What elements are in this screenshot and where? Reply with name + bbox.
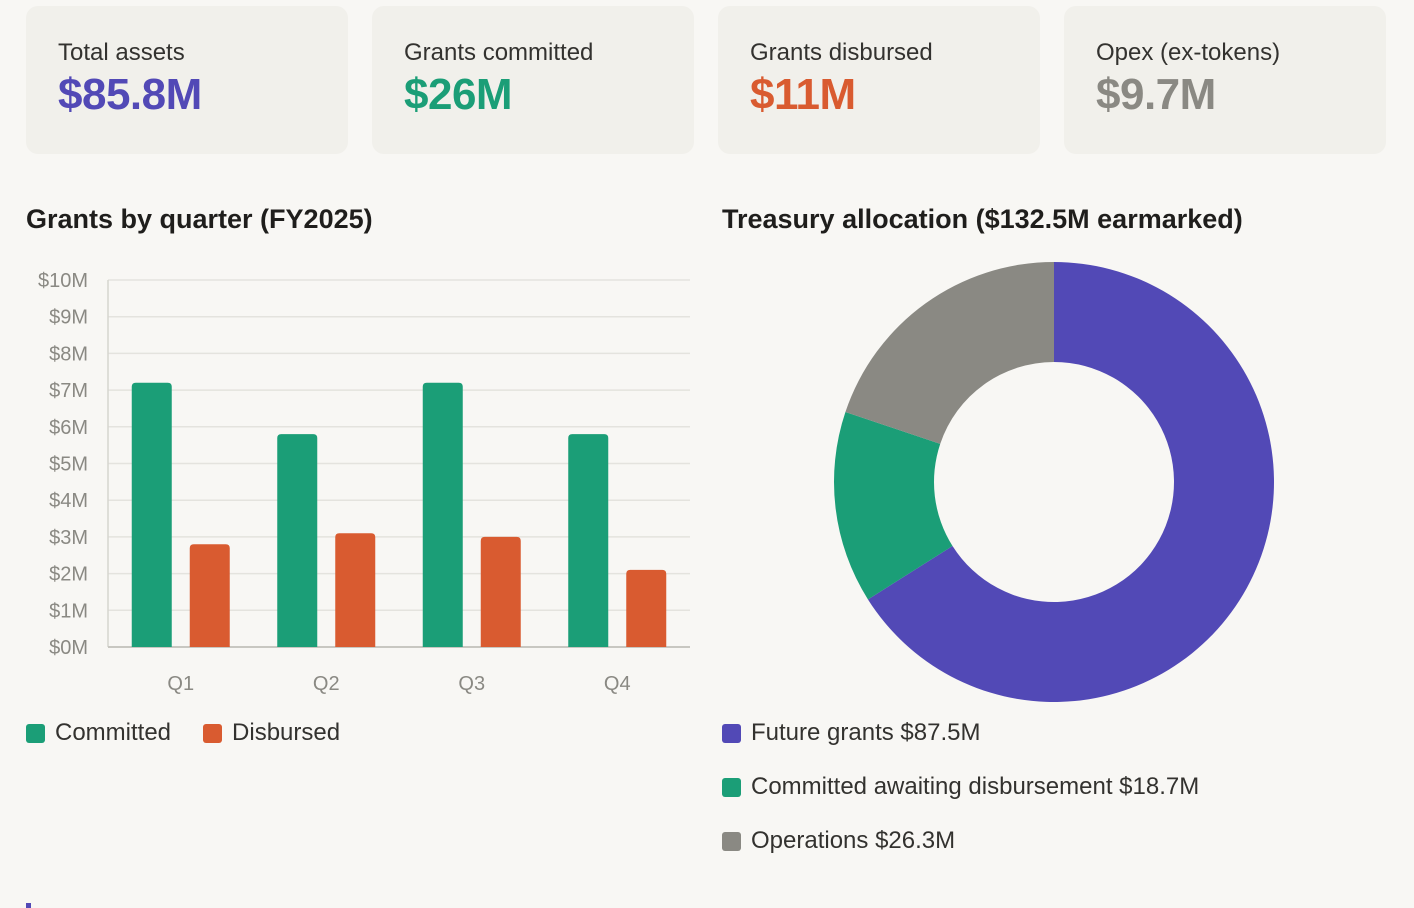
bar-chart-legend: Committed Disbursed — [26, 719, 340, 747]
bar-disbursed-q2 — [335, 533, 376, 647]
donut-chart — [834, 262, 1274, 702]
stat-card-grants-disbursed: Grants disbursed $11M — [718, 6, 1040, 154]
legend-label: Committed awaiting disbursement — [751, 773, 1113, 800]
legend-value: $18.7M — [1119, 773, 1200, 800]
y-tick-label: $1M — [49, 600, 88, 622]
stat-value: $85.8M — [58, 70, 202, 119]
y-tick-label: $5M — [49, 454, 88, 476]
stat-label: Grants disbursed — [750, 39, 933, 66]
stat-card-total-assets: Total assets $85.8M — [26, 6, 348, 154]
y-tick-label: $8M — [49, 343, 88, 365]
bar-chart: $0M $1M $2M $3M $4M $5M $6M $7M $8M $9M $10M Q1 Q2 Q3… — [38, 270, 690, 695]
stat-card-opex: Opex (ex-tokens) $9.7M — [1064, 6, 1386, 154]
bar-chart-title: Grants by quarter (FY2025) — [26, 204, 373, 234]
stat-label: Opex (ex-tokens) — [1096, 39, 1281, 66]
donut-slice-operations — [845, 262, 1054, 444]
legend-label: Committed — [55, 719, 172, 746]
bar-committed-q3 — [422, 382, 463, 647]
stat-label: Grants committed — [404, 39, 594, 66]
stat-value: $11M — [750, 70, 856, 119]
legend-label: Disbursed — [232, 719, 341, 746]
stat-card-grants-committed: Grants committed $26M — [372, 6, 694, 154]
y-tick-label: $9M — [49, 307, 88, 329]
donut-slice-future-grants — [867, 262, 1274, 702]
legend-item-future-grants: Future grants $87.5M — [722, 719, 1199, 747]
bar-disbursed-q1 — [189, 544, 230, 647]
x-tick-label: Q4 — [604, 673, 631, 695]
legend-item-disbursed: Disbursed — [203, 719, 340, 747]
legend-swatch-disbursed — [203, 723, 223, 743]
y-tick-label: $0M — [49, 637, 88, 659]
legend-swatch-operations — [722, 831, 741, 851]
legend-swatch-committed-awaiting — [722, 777, 741, 797]
y-tick-label: $3M — [49, 527, 88, 549]
x-tick-label: Q2 — [313, 673, 340, 695]
x-tick-label: Q3 — [458, 673, 485, 695]
kpi-row: Total assets $85.8M Grants committed $26… — [26, 6, 1386, 154]
bar-committed-q1 — [131, 382, 172, 647]
legend-value: $87.5M — [900, 719, 981, 746]
stat-label: Total assets — [58, 39, 185, 66]
legend-value: $26.3M — [875, 827, 956, 854]
scroll-indicator — [26, 903, 31, 908]
legend-item-committed-awaiting: Committed awaiting disbursement $18.7M — [722, 773, 1199, 801]
legend-label: Operations — [751, 827, 869, 854]
stat-value: $26M — [404, 70, 513, 119]
donut-slice-committed-awaiting-disbursement — [834, 412, 953, 600]
y-tick-label: $6M — [49, 417, 88, 439]
donut-chart-title: Treasury allocation ($132.5M earmarked) — [722, 204, 1243, 234]
legend-item-operations: Operations $26.3M — [722, 827, 1199, 855]
bar-committed-q2 — [277, 434, 318, 647]
y-tick-label: $7M — [49, 380, 88, 402]
stat-value: $9.7M — [1096, 70, 1216, 119]
y-tick-label: $2M — [49, 564, 88, 586]
legend-swatch-future-grants — [722, 723, 741, 743]
bar-disbursed-q3 — [480, 536, 521, 647]
bar-disbursed-q4 — [626, 569, 667, 647]
y-tick-label: $10M — [38, 270, 88, 292]
legend-label: Future grants — [751, 719, 894, 746]
bar-committed-q4 — [568, 434, 609, 647]
y-tick-label: $4M — [49, 490, 88, 512]
x-tick-label: Q1 — [167, 673, 194, 695]
donut-chart-legend: Future grants $87.5M Committed awaiting … — [722, 719, 1199, 855]
legend-swatch-committed — [26, 723, 45, 743]
legend-item-committed: Committed — [26, 719, 171, 747]
